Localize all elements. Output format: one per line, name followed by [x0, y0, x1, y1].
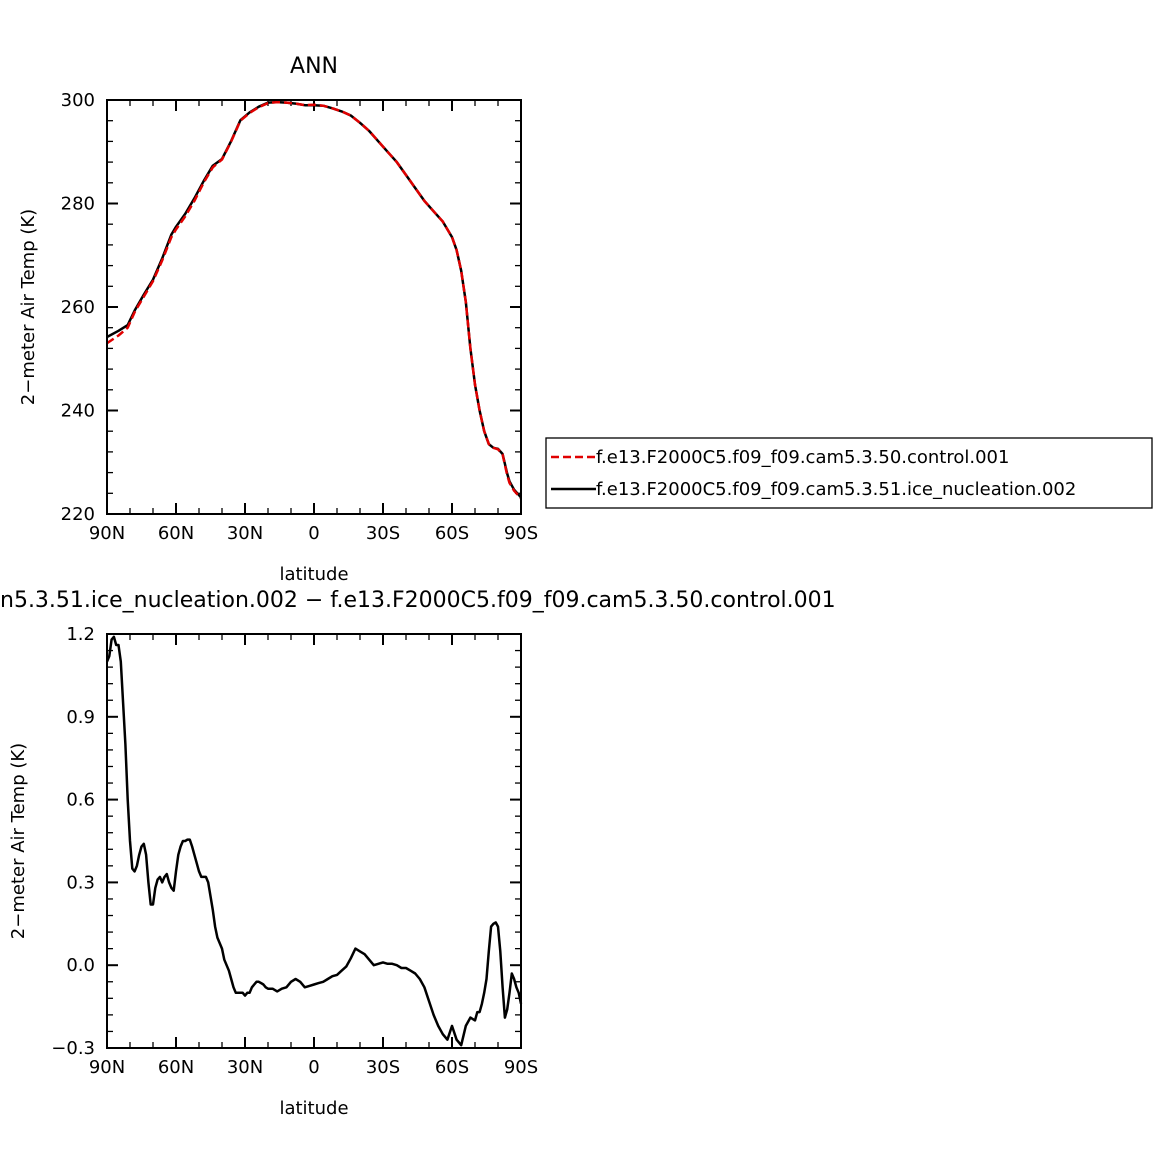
- x-tick-label: 60N: [158, 523, 194, 544]
- legend-box: [545, 437, 1153, 509]
- y-tick-label: 0.0: [66, 955, 95, 976]
- y-tick-label: 280: [61, 194, 95, 215]
- top-panel-frame: [106, 99, 522, 515]
- x-tick-label: 0: [308, 523, 319, 544]
- x-tick-label: 90S: [504, 1057, 538, 1078]
- x-tick-label: 30N: [227, 523, 263, 544]
- y-tick-label: 220: [61, 504, 95, 525]
- bottom-panel-frame: [106, 633, 522, 1049]
- x-tick-label: 60S: [435, 1057, 469, 1078]
- x-tick-label: 30N: [227, 1057, 263, 1078]
- top-panel-tick-labels: 90N 60N 30N 0 30S 60S 90S 220 240 260 280 300: [61, 90, 539, 544]
- bottom-panel-ticks: [106, 633, 522, 1049]
- y-tick-label: 240: [61, 401, 95, 422]
- x-tick-label: 60N: [158, 1057, 194, 1078]
- x-tick-label: 30S: [366, 523, 400, 544]
- bottom-panel: n5.3.51.ice_nucleation.002 − f.e13.F2000…: [0, 588, 836, 1119]
- top-panel-title: ANN: [290, 54, 338, 79]
- top-panel-series-line-ice-nucleation: [106, 100, 522, 499]
- legend: f.e13.F2000C5.f09_f09.cam5.3.50.control.…: [545, 437, 1153, 509]
- bottom-panel-y-axis-label: 2−meter Air Temp (K): [8, 743, 29, 939]
- bottom-panel-tick-labels: 90N 60N 30N 0 30S 60S 90S −0.3 0.0 0.3 0.6 0.9 1.2: [51, 624, 538, 1078]
- top-panel-ticks: [106, 99, 522, 515]
- x-tick-label: 90N: [89, 523, 125, 544]
- bottom-panel-series-line-difference: [105, 635, 523, 1047]
- top-panel-x-axis-label: latitude: [279, 564, 348, 585]
- x-tick-label: 90N: [89, 1057, 125, 1078]
- y-tick-label: −0.3: [51, 1038, 95, 1059]
- x-tick-label: 30S: [366, 1057, 400, 1078]
- y-tick-label: 0.6: [66, 790, 95, 811]
- y-tick-label: 260: [61, 297, 95, 318]
- bottom-panel-x-axis-label: latitude: [279, 1098, 348, 1119]
- x-tick-label: 60S: [435, 523, 469, 544]
- y-tick-label: 300: [61, 90, 95, 111]
- y-tick-label: 0.3: [66, 872, 95, 893]
- top-panel-series-line-control: [106, 100, 522, 500]
- bottom-panel-series: [105, 635, 523, 1047]
- top-panel-y-axis-label: 2−meter Air Temp (K): [18, 209, 39, 405]
- bottom-panel-title: n5.3.51.ice_nucleation.002 − f.e13.F2000…: [0, 588, 836, 613]
- top-panel: ANN 2−meter Air Temp (K) latitude 90N 60N…: [18, 54, 538, 585]
- x-tick-label: 90S: [504, 523, 538, 544]
- top-panel-series: [106, 100, 522, 500]
- legend-label-control: f.e13.F2000C5.f09_f09.cam5.3.50.control.…: [596, 447, 1009, 468]
- y-tick-label: 0.9: [66, 707, 95, 728]
- y-tick-label: 1.2: [66, 624, 95, 645]
- legend-label-ice-nucleation: f.e13.F2000C5.f09_f09.cam5.3.51.ice_nucl…: [596, 479, 1076, 500]
- x-tick-label: 0: [308, 1057, 319, 1078]
